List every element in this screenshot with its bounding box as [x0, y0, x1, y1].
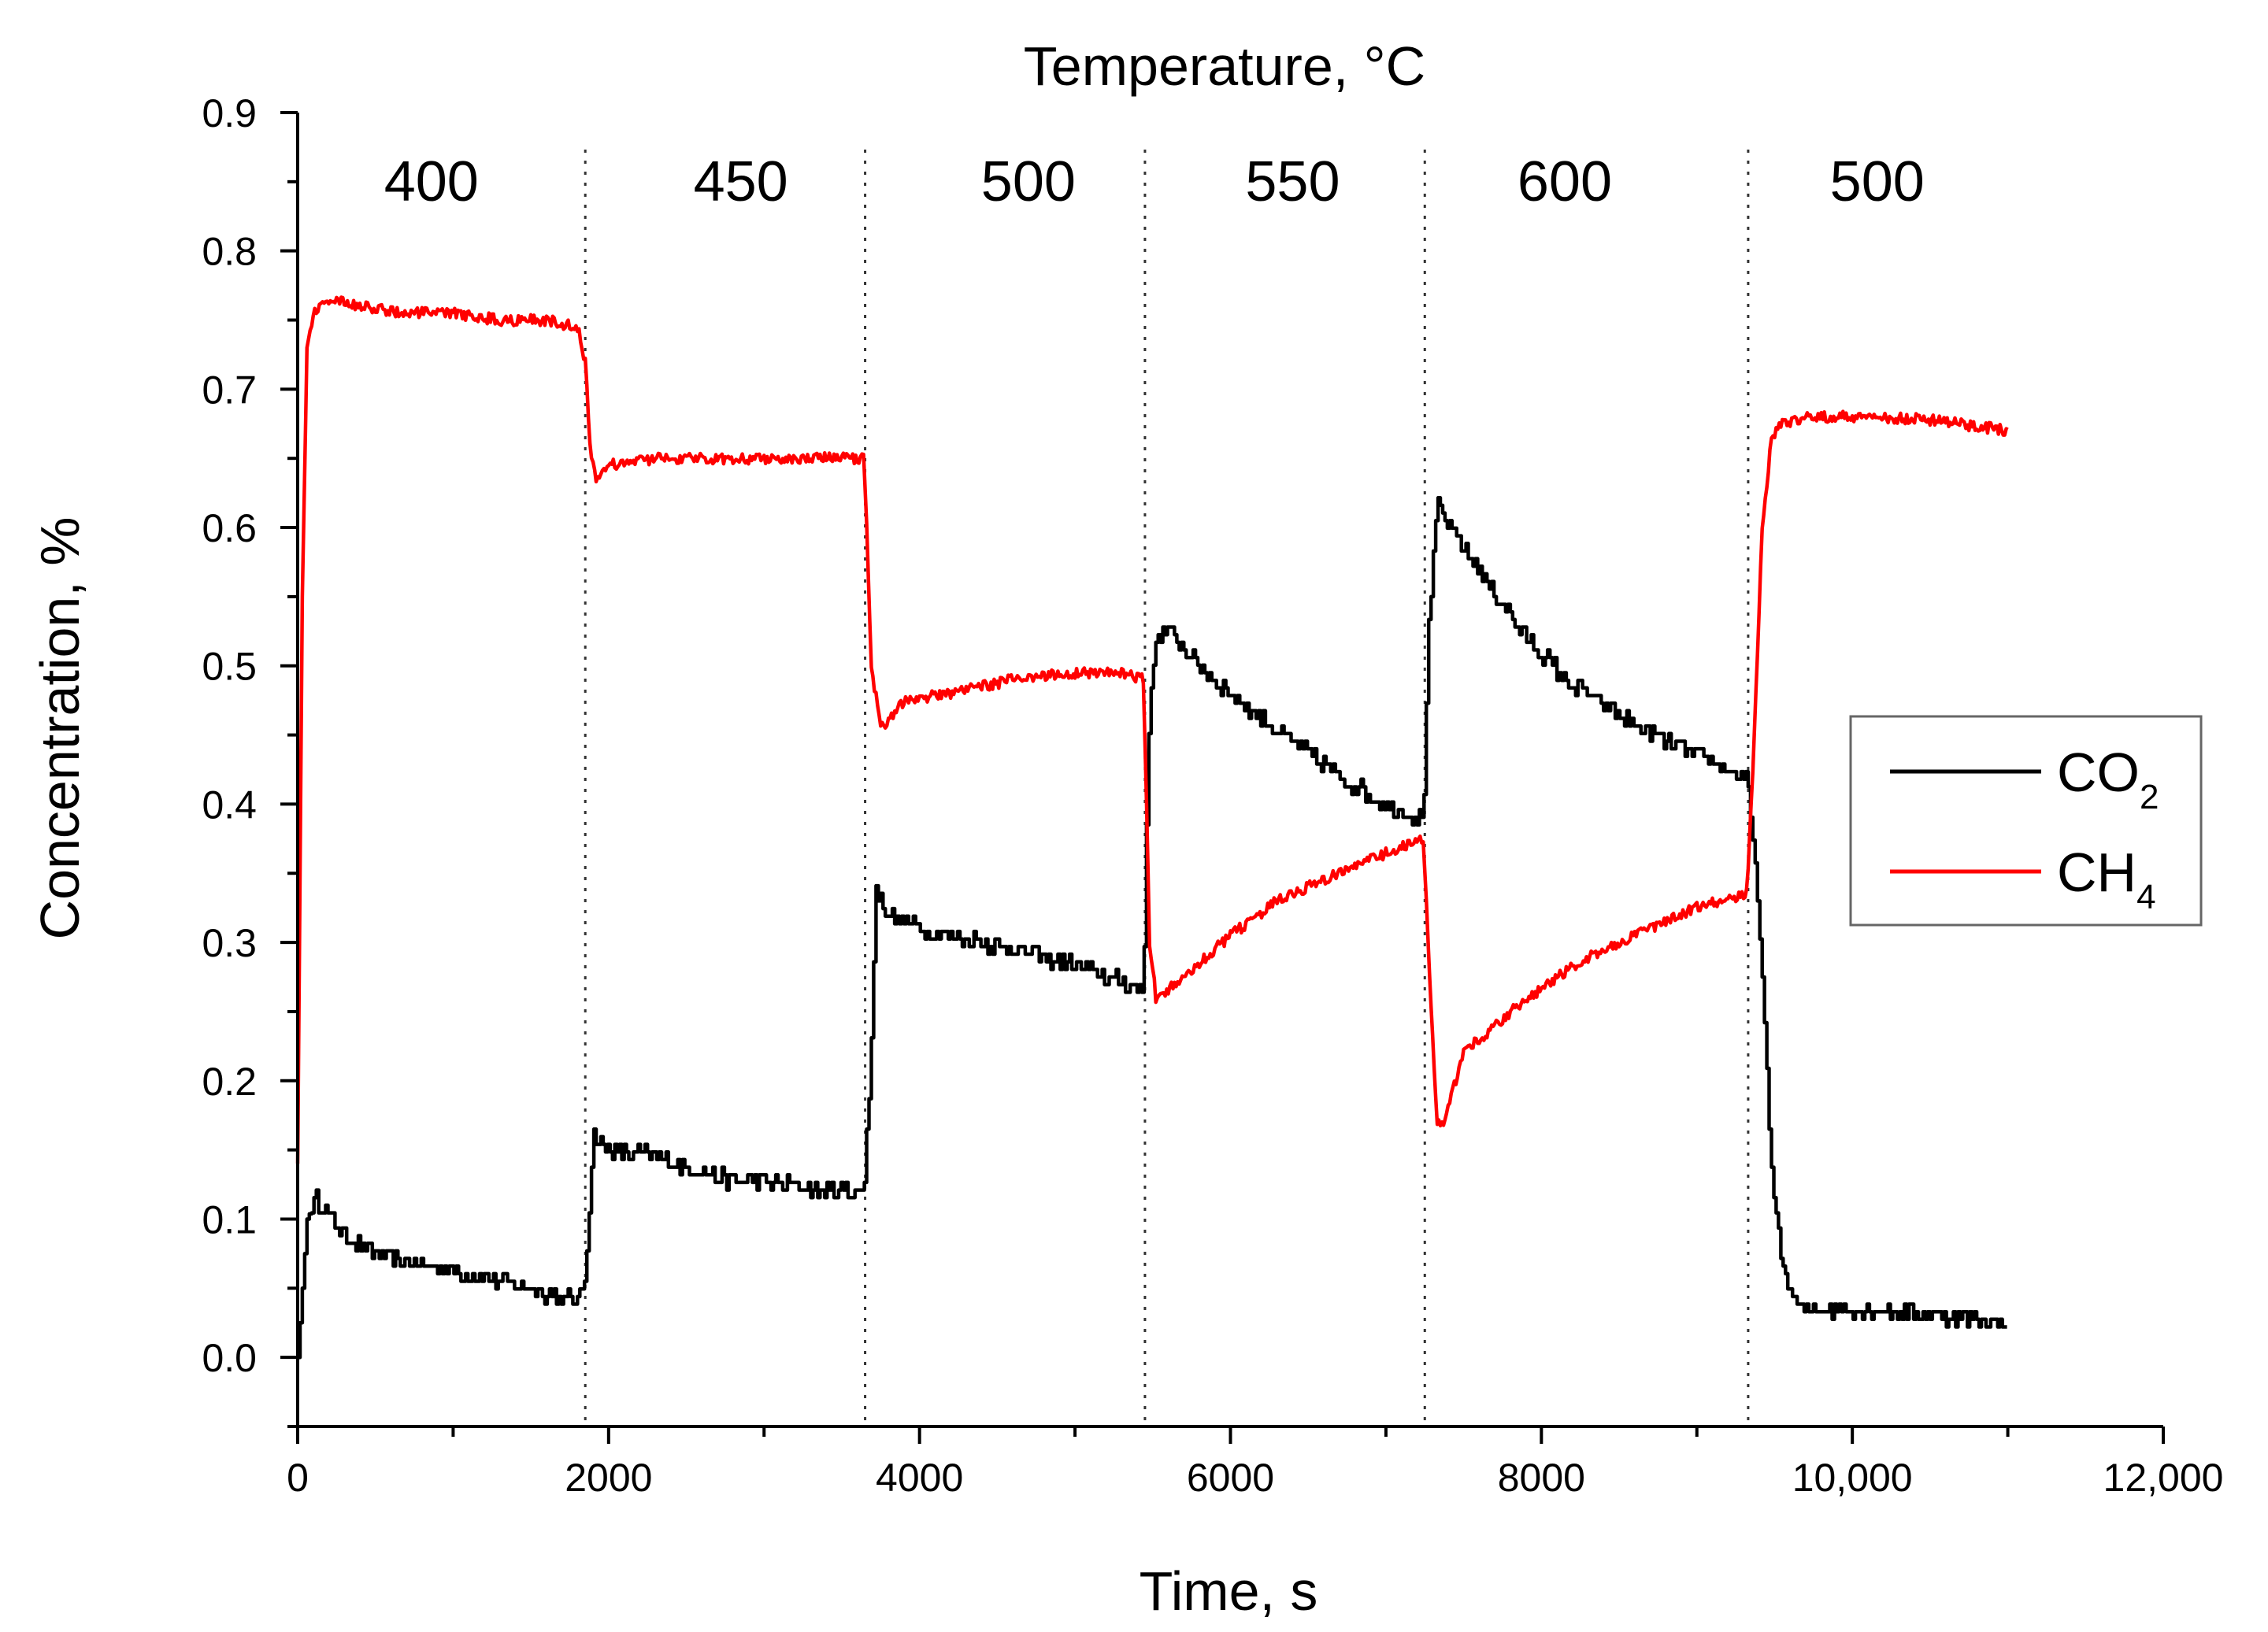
- temperature-label: 500: [1830, 150, 1925, 213]
- y-tick-label: 0.8: [202, 230, 257, 274]
- legend-label-co2-main: CO: [2057, 742, 2140, 803]
- legend-label-ch4-main: CH: [2057, 842, 2136, 903]
- legend: CO2 CH4: [1849, 715, 2203, 927]
- y-ticks: 0.0 0.1 0.2 0.3 0.4 0.5 0.6 0.7 0.8 0.9: [202, 91, 298, 1428]
- chart-title: Temperature, °C: [1024, 35, 1425, 97]
- y-tick-label: 0.4: [202, 783, 257, 827]
- x-tick-label: 12,000: [2103, 1456, 2224, 1500]
- temperature-label: 550: [1245, 150, 1340, 213]
- y-tick-label: 0.5: [202, 645, 257, 689]
- y-tick-label: 0.7: [202, 368, 257, 412]
- x-tick-label: 4000: [876, 1456, 963, 1500]
- temperature-label: 400: [384, 150, 479, 213]
- series-line-co2: [298, 496, 2007, 1360]
- y-axis-title: Concentration, %: [29, 517, 91, 940]
- legend-label-co2-sub: 2: [2140, 778, 2159, 816]
- x-tick-label: 6000: [1187, 1456, 1274, 1500]
- legend-label-ch4-sub: 4: [2136, 878, 2155, 916]
- y-tick-label: 0.6: [202, 506, 257, 550]
- y-tick-label: 0.2: [202, 1060, 257, 1104]
- x-tick-label: 10,000: [1792, 1456, 1913, 1500]
- temperature-label: 600: [1518, 150, 1612, 213]
- x-tick-label: 8000: [1498, 1456, 1585, 1500]
- series-layer: [295, 295, 2009, 1360]
- x-ticks: 0 2000 4000 6000 8000 10,000 12,000: [287, 1427, 2223, 1500]
- x-tick-label: 2000: [565, 1456, 652, 1500]
- temperature-boundaries: [584, 150, 1750, 1427]
- temperature-labels: 400 450 500 550 600 500: [384, 150, 1925, 213]
- temperature-label: 500: [981, 150, 1076, 213]
- legend-label-ch4: CH4: [2057, 842, 2156, 916]
- temperature-label: 450: [694, 150, 788, 213]
- y-tick-label: 0.3: [202, 921, 257, 965]
- y-tick-label: 0.0: [202, 1336, 257, 1380]
- x-tick-label: 0: [287, 1456, 309, 1500]
- legend-box: [1849, 715, 2203, 927]
- x-axis-title: Time, s: [1140, 1560, 1318, 1622]
- series-line-ch4: [295, 295, 2009, 1164]
- legend-label-co2: CO2: [2057, 742, 2159, 816]
- y-tick-label: 0.1: [202, 1197, 257, 1242]
- y-tick-label: 0.9: [202, 91, 257, 135]
